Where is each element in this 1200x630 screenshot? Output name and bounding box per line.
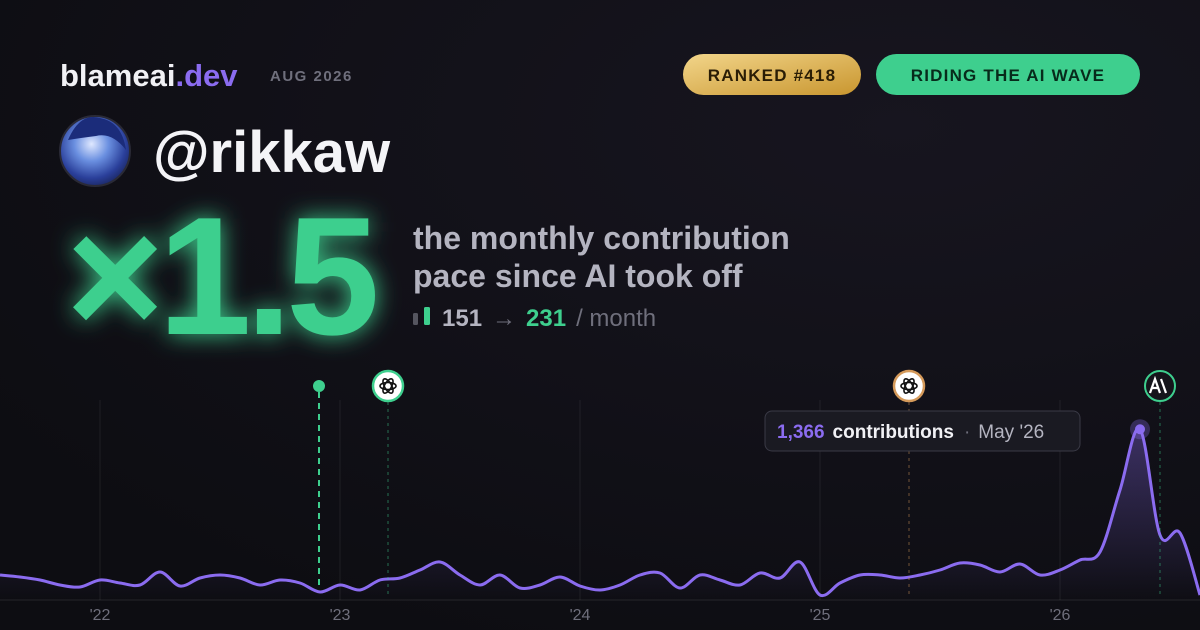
- bar-icon: [424, 307, 430, 325]
- x-tick-label: '25: [810, 607, 831, 624]
- avatar-hair: [68, 116, 126, 150]
- tooltip-label: contributions: [833, 422, 954, 443]
- event-icon: [371, 369, 405, 403]
- caption: pace since AI took off: [413, 258, 743, 294]
- rank-badge: [683, 54, 861, 95]
- event-icon: [892, 369, 926, 403]
- multiplier: ×1.5: [66, 182, 375, 370]
- tooltip-text: 1,366 contributions · May '26: [777, 422, 1044, 443]
- chart: '22 '23 '24 '25 '26: [0, 400, 1200, 624]
- anthropic-logo: [1148, 375, 1168, 394]
- tooltip-value: 1,366: [777, 422, 825, 443]
- tooltip: [764, 410, 1081, 452]
- pace-arrow: →: [492, 305, 516, 332]
- x-tick-label: '23: [330, 607, 351, 624]
- pace: 151 → 231 / month: [442, 305, 656, 332]
- caption: the monthly contribution: [413, 220, 790, 256]
- handle: @rikkaw: [153, 120, 391, 185]
- wave-badge: [876, 54, 1140, 95]
- x-tick-label: '22: [90, 607, 111, 624]
- brand-name: blameai: [60, 58, 175, 93]
- event-dot: [313, 380, 325, 392]
- x-tick-label: '24: [570, 607, 591, 624]
- openai-logo: [900, 378, 918, 394]
- rank-badge-text: RANKED #418: [708, 66, 836, 85]
- wave-badge-text: RIDING THE AI WAVE: [911, 66, 1105, 85]
- peak-point: [1135, 424, 1145, 435]
- tooltip-date: May '26: [978, 422, 1044, 443]
- line: [0, 427, 1200, 598]
- brand: blameai.dev: [60, 58, 238, 93]
- line-area: [0, 428, 1200, 600]
- brand-tld: .dev: [175, 58, 238, 93]
- period: AUG 2026: [270, 68, 353, 85]
- event-icon: [1144, 370, 1176, 402]
- pace-before: 151: [442, 305, 482, 332]
- pace-unit: / month: [576, 305, 656, 332]
- tooltip-sep: ·: [964, 422, 970, 443]
- bar-icon: [413, 313, 418, 325]
- x-tick-label: '26: [1050, 607, 1071, 624]
- openai-logo: [379, 378, 397, 394]
- pace-after: 231: [526, 305, 566, 332]
